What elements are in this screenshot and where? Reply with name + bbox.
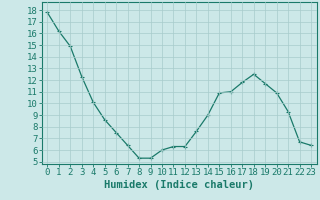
X-axis label: Humidex (Indice chaleur): Humidex (Indice chaleur)	[104, 180, 254, 190]
